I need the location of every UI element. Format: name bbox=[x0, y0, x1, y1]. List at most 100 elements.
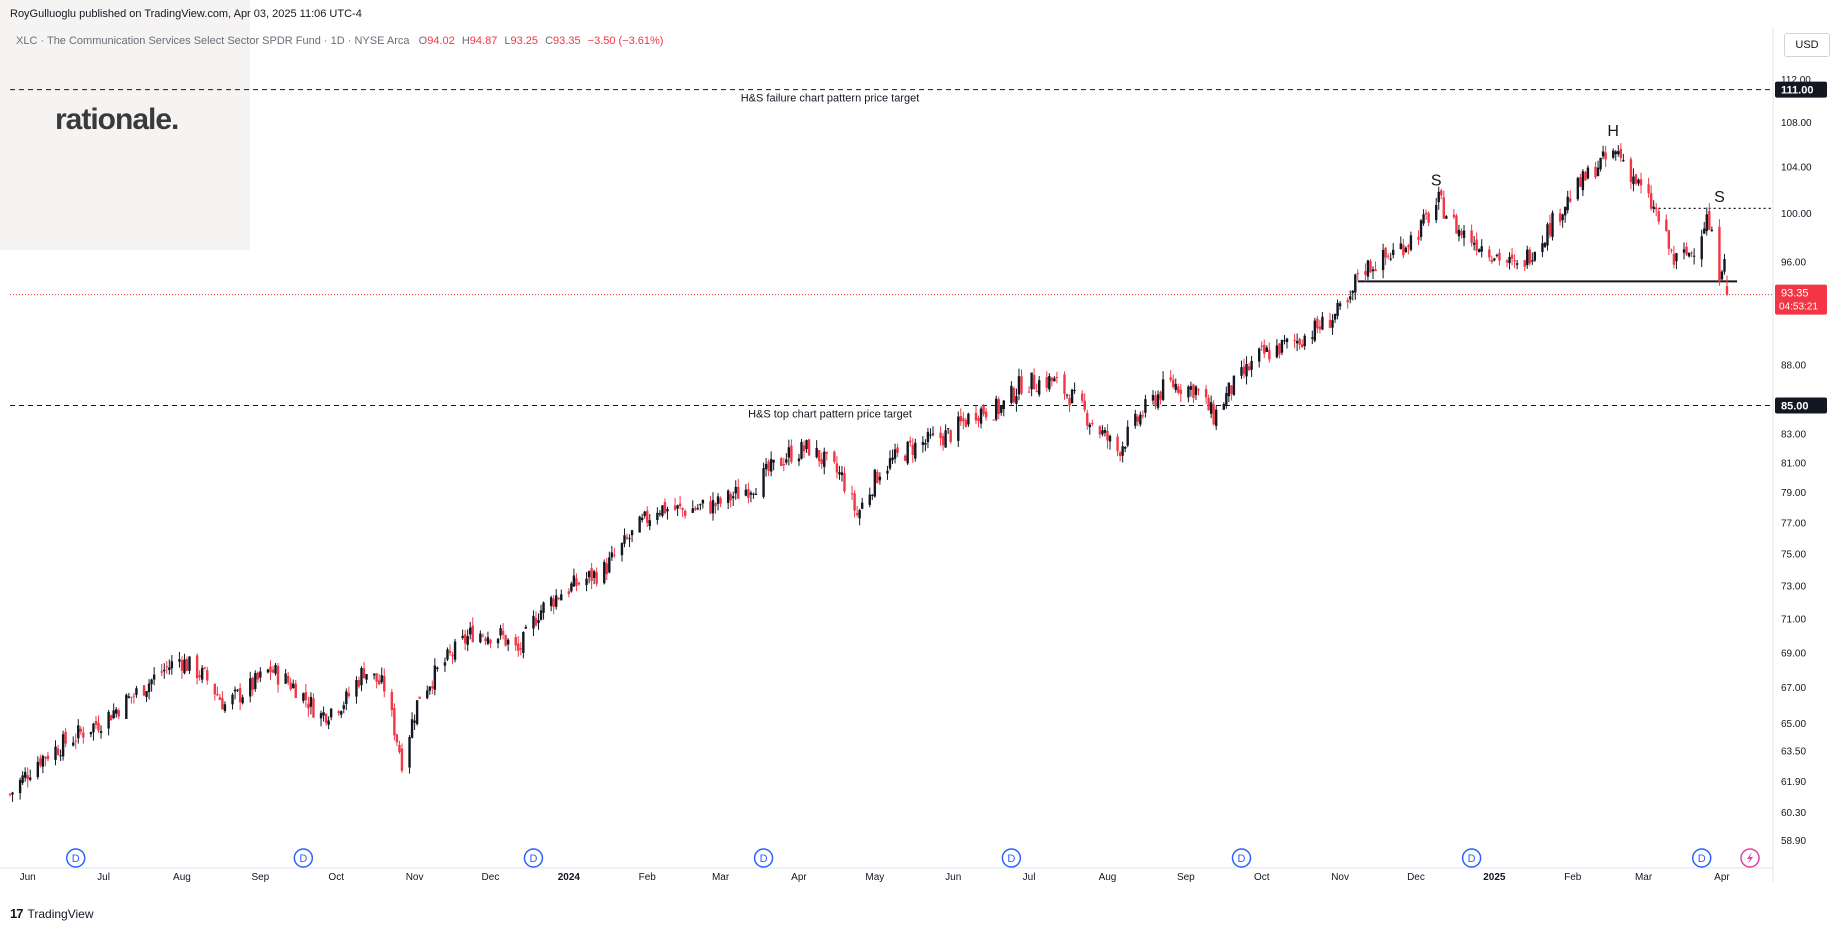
candle-body bbox=[269, 666, 272, 673]
candle-body bbox=[909, 440, 912, 443]
candle-body bbox=[97, 722, 100, 731]
candle-body bbox=[1250, 360, 1253, 370]
candle-body bbox=[726, 490, 730, 503]
candle-body bbox=[1293, 339, 1296, 341]
candle-body bbox=[163, 669, 166, 672]
candle-body bbox=[825, 451, 828, 454]
candle-body bbox=[610, 552, 614, 558]
candle-body bbox=[663, 502, 667, 514]
candle-body bbox=[939, 432, 942, 439]
pattern-label: H bbox=[1607, 123, 1619, 140]
candle-body bbox=[433, 665, 437, 690]
currency-button[interactable]: USD bbox=[1784, 33, 1830, 57]
candle-body bbox=[127, 696, 131, 698]
candle-body bbox=[840, 472, 844, 476]
countdown-tag: 04:53:21 bbox=[1779, 302, 1818, 313]
candle-body bbox=[1655, 207, 1658, 210]
y-tick-label: 65.00 bbox=[1781, 719, 1806, 730]
candle-body bbox=[1551, 212, 1554, 237]
candle-body bbox=[1010, 385, 1013, 404]
candle-body bbox=[1581, 171, 1585, 191]
candle-body bbox=[213, 683, 217, 695]
candle-body bbox=[1569, 198, 1572, 202]
candle-body bbox=[145, 691, 148, 697]
candle-body bbox=[400, 748, 404, 771]
candle-body bbox=[286, 675, 290, 683]
candle-body bbox=[203, 667, 206, 669]
candle-body bbox=[372, 673, 376, 676]
candle-body bbox=[514, 637, 517, 646]
candle-body bbox=[195, 655, 199, 679]
candle-body bbox=[1440, 190, 1443, 196]
candle-body bbox=[64, 731, 67, 744]
candle-body bbox=[752, 493, 755, 495]
candle-body bbox=[170, 661, 174, 669]
candle-body bbox=[56, 748, 60, 755]
candle-body bbox=[221, 698, 224, 710]
candle-body bbox=[962, 418, 965, 422]
candle-body bbox=[206, 670, 209, 681]
candle-body bbox=[699, 504, 702, 506]
candle-body bbox=[678, 503, 682, 507]
candle-body bbox=[319, 713, 323, 719]
candle-body bbox=[383, 675, 386, 692]
candle-body bbox=[1705, 214, 1708, 231]
candle-body bbox=[1665, 219, 1668, 231]
candle-body bbox=[46, 755, 50, 760]
candle-body bbox=[1098, 426, 1102, 435]
tradingview-logo-icon: 17 bbox=[10, 906, 24, 921]
candle-body bbox=[107, 711, 110, 729]
candle-body bbox=[183, 659, 186, 674]
candle-body bbox=[1020, 376, 1023, 394]
candle-body bbox=[112, 710, 115, 718]
candle-body bbox=[463, 634, 467, 644]
candle-body bbox=[54, 746, 57, 760]
candle-body bbox=[914, 442, 917, 459]
candle-body bbox=[431, 686, 434, 689]
candle-body bbox=[1546, 224, 1549, 246]
candle-body bbox=[1300, 344, 1304, 348]
y-tick-label: 83.00 bbox=[1781, 430, 1806, 441]
candle-body bbox=[1139, 414, 1142, 425]
candle-body bbox=[1027, 391, 1031, 393]
dividend-icon bbox=[1461, 848, 1482, 868]
candle-body bbox=[198, 675, 201, 678]
tradingview-brand[interactable]: 17 TradingView bbox=[10, 906, 94, 921]
candle-body bbox=[249, 678, 252, 697]
target-annotation: H&S top chart pattern price target bbox=[748, 409, 912, 421]
y-tick-label: 67.00 bbox=[1781, 683, 1806, 694]
candle-body bbox=[1455, 215, 1458, 234]
candle-body bbox=[1091, 423, 1094, 425]
candle-body bbox=[924, 442, 927, 445]
candle-body bbox=[929, 434, 932, 436]
candle-body bbox=[1639, 179, 1643, 186]
candle-body bbox=[1045, 377, 1048, 388]
candle-body bbox=[1404, 247, 1408, 253]
candle-body bbox=[893, 449, 897, 459]
candle-body bbox=[1278, 343, 1281, 355]
candle-body bbox=[1080, 393, 1084, 401]
candle-body bbox=[1366, 260, 1370, 277]
y-tick-label: 79.00 bbox=[1781, 488, 1806, 499]
candle-body bbox=[1328, 319, 1332, 328]
candle-body bbox=[764, 463, 768, 470]
candle-body bbox=[448, 650, 452, 653]
y-tick-label: 58.90 bbox=[1781, 836, 1806, 847]
candle-body bbox=[1030, 372, 1033, 390]
candle-body bbox=[734, 486, 737, 494]
candle-body bbox=[517, 643, 520, 651]
candle-body bbox=[1422, 214, 1425, 224]
candle-body bbox=[1452, 214, 1456, 218]
candle-body bbox=[552, 598, 555, 607]
candle-body bbox=[1240, 367, 1243, 376]
candle-body bbox=[61, 734, 65, 757]
candle-body bbox=[701, 499, 705, 504]
candle-body bbox=[185, 659, 189, 671]
candle-body bbox=[744, 489, 748, 496]
candle-body bbox=[393, 708, 396, 736]
candle-body bbox=[658, 513, 662, 515]
x-tick-label: Mar bbox=[712, 872, 730, 883]
candle-body bbox=[1692, 255, 1696, 257]
symbol-title[interactable]: XLC · The Communication Services Select … bbox=[16, 35, 410, 47]
